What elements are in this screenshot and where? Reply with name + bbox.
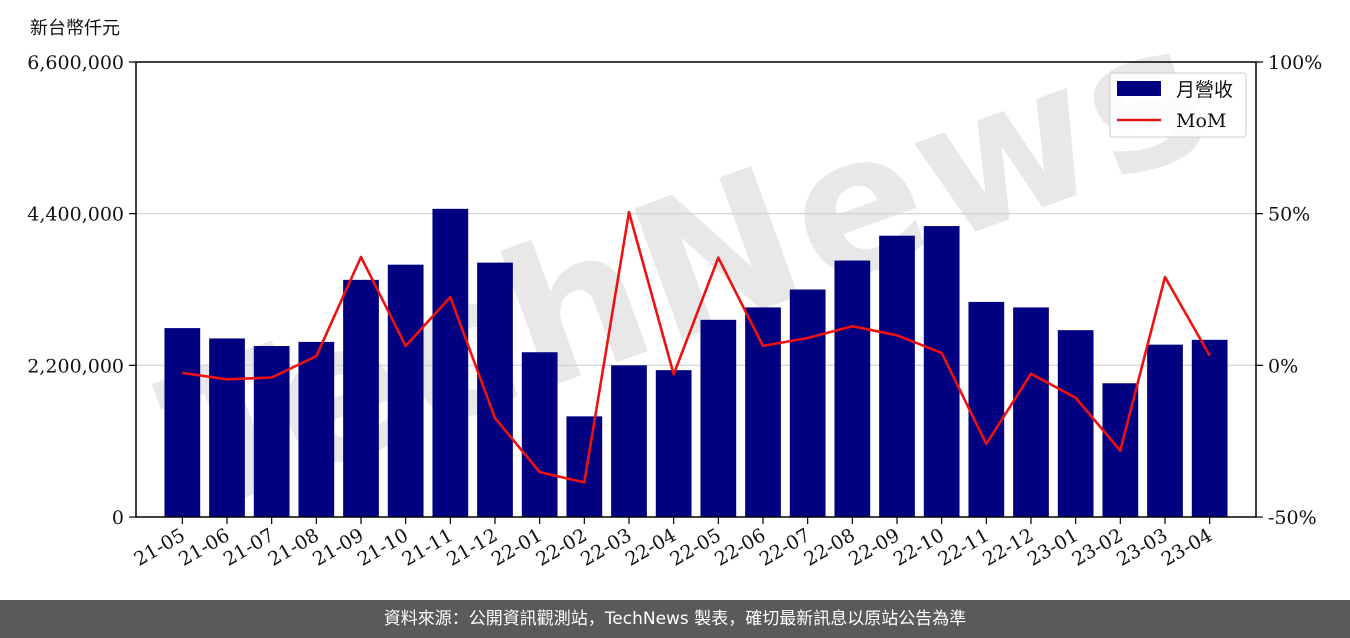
x-tick-label: 22-04 <box>622 524 680 570</box>
x-tick-label: 22-02 <box>532 524 590 570</box>
revenue-bar <box>343 279 379 517</box>
x-tick-label: 22-10 <box>890 524 948 570</box>
left-tick-label: 2,200,000 <box>27 355 124 377</box>
revenue-bar <box>164 328 201 517</box>
revenue-bar <box>968 301 1005 517</box>
legend: 月營收 MoM <box>1109 72 1247 138</box>
revenue-bar <box>834 260 871 517</box>
x-tick-label: 21-11 <box>398 524 456 570</box>
right-tick-label: -50% <box>1268 507 1317 529</box>
revenue-bar <box>1057 330 1094 517</box>
revenue-bar <box>700 319 737 517</box>
x-tick-label: 21-12 <box>443 524 501 570</box>
mom-line <box>182 210 1211 484</box>
bars <box>164 208 1228 518</box>
left-tick-label: 0 <box>112 507 124 529</box>
revenue-bar <box>1147 344 1183 517</box>
x-tick-label: 23-02 <box>1068 524 1126 570</box>
x-tick-label: 22-12 <box>979 524 1037 570</box>
right-tick-label: 100% <box>1268 52 1322 74</box>
revenue-bar <box>745 307 781 517</box>
revenue-bar <box>1013 307 1049 517</box>
mom-line-group <box>182 210 1211 484</box>
x-tick-label: 23-03 <box>1113 524 1171 570</box>
legend-swatch-bar <box>1117 81 1161 96</box>
plot-frame <box>135 61 1257 518</box>
revenue-bar <box>209 338 245 517</box>
revenue-bar <box>432 208 469 517</box>
revenue-bar <box>298 341 335 517</box>
source-footer: 資料來源：公開資訊觀測站，TechNews 製表，確切最新訊息以原站公告為準 <box>0 600 1350 638</box>
right-tick-label: 0% <box>1268 355 1298 377</box>
legend-label-mom: MoM <box>1176 110 1226 132</box>
legend-label-revenue: 月營收 <box>1176 79 1233 101</box>
unit-label: 新台幣仟元 <box>30 18 120 39</box>
revenue-bar <box>1191 339 1228 517</box>
x-tick-label: 21-05 <box>130 524 188 570</box>
x-tick-label: 23-01 <box>1024 524 1082 570</box>
revenue-bar <box>477 262 513 517</box>
revenue-bar <box>387 264 424 517</box>
x-tick-label: 23-04 <box>1158 524 1216 570</box>
revenue-bar <box>253 346 290 517</box>
revenue-bar <box>566 416 603 517</box>
x-tick-label: 21-10 <box>354 524 412 570</box>
revenue-bar <box>655 370 692 517</box>
revenue-bar <box>879 235 915 517</box>
left-tick-label: 4,400,000 <box>27 204 124 226</box>
x-tick-label: 22-11 <box>934 524 992 570</box>
x-tick-label: 22-01 <box>488 524 546 570</box>
right-tick-label: 50% <box>1268 204 1310 226</box>
x-tick-label: 22-07 <box>756 524 814 570</box>
revenue-bar <box>923 226 960 518</box>
x-tick-label: 22-09 <box>845 524 903 570</box>
revenue-chart: TechNews 02,200,0004,400,0006,600,000-50… <box>27 0 1322 571</box>
revenue-bar <box>521 352 558 517</box>
revenue-bar <box>611 365 647 517</box>
x-tick-label: 22-05 <box>666 524 724 570</box>
x-tick-label: 22-06 <box>711 524 769 570</box>
x-tick-label: 22-08 <box>800 524 858 570</box>
revenue-bar <box>789 289 826 517</box>
x-tick-label: 21-09 <box>309 524 367 570</box>
left-tick-label: 6,600,000 <box>27 52 124 74</box>
x-tick-label: 22-03 <box>577 524 635 570</box>
